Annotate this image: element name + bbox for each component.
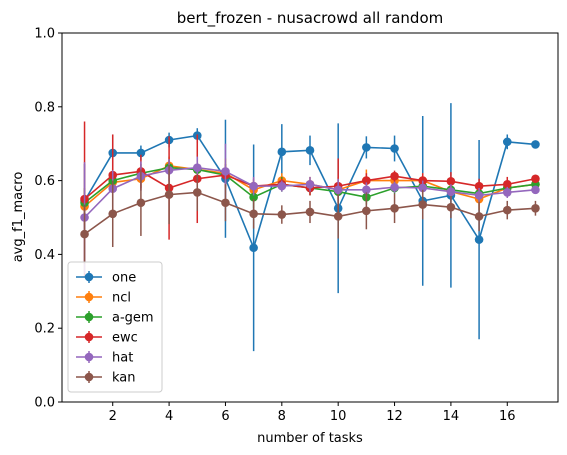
data-point [136,198,146,208]
data-point [390,203,399,213]
data-point [221,167,230,176]
y-axis-label: avg_f1_macro [11,172,26,263]
legend-item-ncl: ncl [76,291,131,306]
data-point [277,147,287,157]
legend-item-hat: hat [76,351,133,366]
chart-title: bert_frozen - nusacrowd all random [177,9,443,28]
data-point [362,143,371,152]
x-tick-label: 12 [386,409,403,424]
data-point [502,137,512,147]
data-point [474,212,484,221]
x-tick-label: 6 [221,409,229,424]
legend-marker [84,332,94,342]
data-point [390,171,399,181]
y-tick-label: 0.0 [34,396,55,411]
x-tick-label: 4 [165,409,173,424]
data-point [164,190,174,199]
legend-item-ewc: ewc [76,331,138,346]
legend-marker [84,292,94,302]
data-point [446,177,456,186]
data-point [474,191,484,200]
data-point [192,188,202,197]
data-point [502,179,512,189]
x-tick-label: 8 [278,409,286,424]
y-tick-label: 0.8 [34,100,55,115]
data-point [446,187,456,196]
legend-label: hat [112,351,133,366]
legend-marker [84,312,94,322]
data-point [362,206,371,216]
data-point [305,179,315,189]
legend-label: ewc [112,331,138,346]
data-point [446,202,456,212]
x-tick-label: 16 [499,409,516,424]
data-point [362,176,371,185]
data-point [390,144,399,153]
legend-label: ncl [112,291,131,306]
data-point [502,205,512,215]
plot-frame [61,32,559,403]
legend: one ncl a-gem ewc hat kan [67,261,163,393]
legend-label: a-gem [112,311,154,326]
data-point [362,185,371,195]
data-point [474,181,484,191]
y-tick-label: 0.2 [34,322,55,337]
y-axis: 0.0 0.2 0.4 0.6 0.8 1.0 [34,27,62,411]
data-point [80,229,89,239]
x-axis: 2 4 6 8 10 12 14 16 [109,402,516,424]
x-tick-label: 10 [330,409,347,424]
y-tick-label: 0.4 [34,248,55,263]
legend-label: one [112,271,136,286]
data-point [305,146,315,155]
data-point [192,163,202,172]
legend-item-one: one [76,271,136,286]
x-tick-label: 2 [109,409,117,424]
data-point [305,207,315,217]
data-point [108,209,118,219]
data-point [474,235,484,244]
data-point [277,210,287,219]
y-tick-label: 1.0 [34,27,55,42]
legend-label: kan [112,371,136,386]
x-tick-label: 14 [443,409,460,424]
data-point [531,174,540,184]
data-point [249,243,258,253]
data-point [249,181,258,191]
data-point [418,183,428,193]
data-point [502,188,512,197]
y-tick-label: 0.6 [34,174,55,189]
data-point [333,212,343,221]
data-point [418,200,428,209]
data-point [390,182,399,192]
legend-marker [84,372,94,382]
x-axis-label: number of tasks [257,431,363,446]
plot-area [80,103,540,352]
data-point [136,148,146,158]
legend-marker [84,272,94,282]
data-point [249,192,258,202]
series-kan [80,165,540,264]
legend-marker [84,352,94,362]
data-point [249,209,258,219]
data-point [333,185,343,195]
data-point [531,185,540,195]
legend-item-kan: kan [76,371,136,386]
legend-item-a-gem: a-gem [76,311,154,326]
data-point [531,140,540,149]
data-point [531,203,540,213]
data-point [221,198,230,208]
data-point [277,181,287,191]
